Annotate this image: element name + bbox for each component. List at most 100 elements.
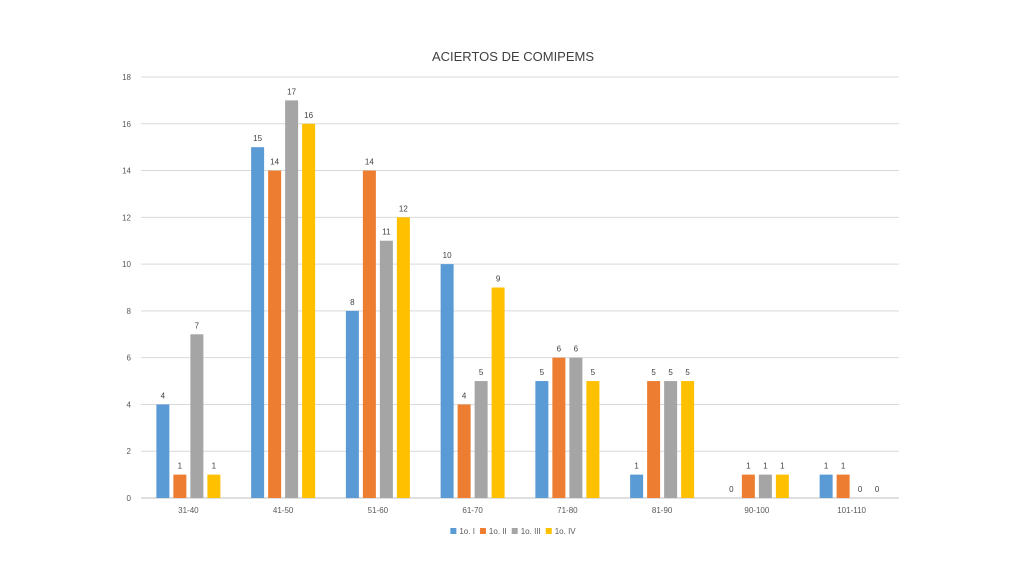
bar xyxy=(268,170,282,499)
y-tick-label: 18 xyxy=(122,73,131,82)
legend-item: 1o. I xyxy=(450,527,475,536)
data-label: 8 xyxy=(350,298,355,307)
bar xyxy=(285,100,299,498)
bar xyxy=(396,217,410,499)
bar xyxy=(440,264,454,498)
data-label: 5 xyxy=(668,368,673,377)
y-tick-label: 12 xyxy=(122,213,131,222)
data-label: 7 xyxy=(195,321,200,330)
chart-title: ACIERTOS DE COMIPEMS xyxy=(432,49,594,64)
data-label: 5 xyxy=(540,368,545,377)
bar xyxy=(630,474,644,498)
data-label: 15 xyxy=(253,134,262,143)
y-tick-label: 14 xyxy=(122,167,131,176)
data-label: 1 xyxy=(824,462,829,471)
data-label: 0 xyxy=(729,485,734,494)
legend: 1o. I 1o. II 1o. III 1o. IV xyxy=(450,527,576,536)
legend-swatch xyxy=(511,528,518,534)
legend-swatch xyxy=(450,528,457,534)
y-axis-ticks: 0 2 4 6 8 10 12 14 16 18 xyxy=(122,73,131,503)
bar xyxy=(362,170,376,499)
y-tick-label: 4 xyxy=(127,400,132,409)
bar xyxy=(207,474,221,498)
x-tick-label: 51-60 xyxy=(368,506,389,515)
y-tick-label: 0 xyxy=(127,494,132,503)
bar xyxy=(758,474,772,498)
legend-label: 1o. III xyxy=(521,527,541,536)
legend-item: 1o. III xyxy=(511,527,541,536)
data-label: 10 xyxy=(443,251,452,260)
legend-swatch xyxy=(545,528,552,534)
bar xyxy=(586,381,600,498)
legend-item: 1o. IV xyxy=(545,527,577,536)
data-label: 1 xyxy=(746,462,751,471)
data-label: 1 xyxy=(841,462,846,471)
data-label: 0 xyxy=(875,485,880,494)
y-tick-label: 2 xyxy=(127,447,132,456)
bar xyxy=(379,240,393,498)
data-label: 14 xyxy=(270,158,279,167)
data-label: 1 xyxy=(780,462,785,471)
data-label: 4 xyxy=(462,391,467,400)
data-label: 14 xyxy=(365,158,374,167)
data-label: 6 xyxy=(557,345,562,354)
bar xyxy=(664,381,678,498)
x-tick-label: 61-70 xyxy=(462,506,483,515)
legend-label: 1o. IV xyxy=(555,527,577,536)
bar xyxy=(681,381,695,498)
bar xyxy=(302,123,316,499)
data-label: 1 xyxy=(178,462,183,471)
bar xyxy=(552,357,566,498)
data-label: 11 xyxy=(382,228,391,237)
legend-label: 1o. I xyxy=(459,527,475,536)
bar xyxy=(251,147,265,498)
data-label: 4 xyxy=(161,391,166,400)
bar xyxy=(345,310,359,498)
bar xyxy=(569,357,583,498)
data-label: 5 xyxy=(479,368,484,377)
bar xyxy=(457,404,471,498)
legend-swatch xyxy=(479,528,486,534)
x-axis-ticks: 31-40 41-50 51-60 61-70 71-80 81-90 90-100 101-… xyxy=(178,506,866,515)
data-label: 12 xyxy=(399,204,408,213)
y-tick-label: 6 xyxy=(127,354,132,363)
y-tick-label: 10 xyxy=(122,260,131,269)
bar xyxy=(190,334,204,498)
data-label: 5 xyxy=(685,368,690,377)
bar xyxy=(491,287,505,498)
data-label: 16 xyxy=(304,111,313,120)
data-label: 1 xyxy=(634,462,639,471)
data-label: 17 xyxy=(287,87,296,96)
y-tick-label: 8 xyxy=(127,307,132,316)
bar xyxy=(535,381,549,498)
bar xyxy=(474,381,488,498)
bar xyxy=(156,404,170,498)
bar xyxy=(173,474,187,498)
bar xyxy=(647,381,661,498)
data-label: 1 xyxy=(212,462,217,471)
x-tick-label: 71-80 xyxy=(557,506,578,515)
x-tick-label: 90-100 xyxy=(744,506,769,515)
gridlines xyxy=(141,76,899,499)
bar xyxy=(836,474,850,498)
x-tick-label: 81-90 xyxy=(652,506,673,515)
x-tick-label: 41-50 xyxy=(273,506,294,515)
data-label: 6 xyxy=(574,345,579,354)
x-tick-label: 101-110 xyxy=(837,506,866,515)
legend-label: 1o. II xyxy=(489,527,507,536)
data-label: 9 xyxy=(496,275,501,284)
data-label: 5 xyxy=(651,368,656,377)
data-label: 0 xyxy=(858,485,863,494)
data-label: 5 xyxy=(591,368,596,377)
data-label: 1 xyxy=(763,462,768,471)
x-tick-label: 31-40 xyxy=(178,506,199,515)
y-tick-label: 16 xyxy=(122,120,131,129)
bar xyxy=(741,474,755,498)
bar xyxy=(775,474,789,498)
bars xyxy=(156,100,850,499)
legend-item: 1o. II xyxy=(479,527,507,536)
bar xyxy=(819,474,833,498)
